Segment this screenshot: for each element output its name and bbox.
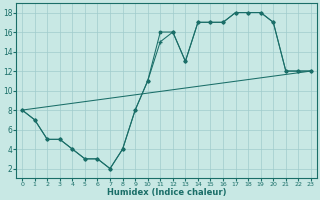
X-axis label: Humidex (Indice chaleur): Humidex (Indice chaleur) (107, 188, 226, 197)
